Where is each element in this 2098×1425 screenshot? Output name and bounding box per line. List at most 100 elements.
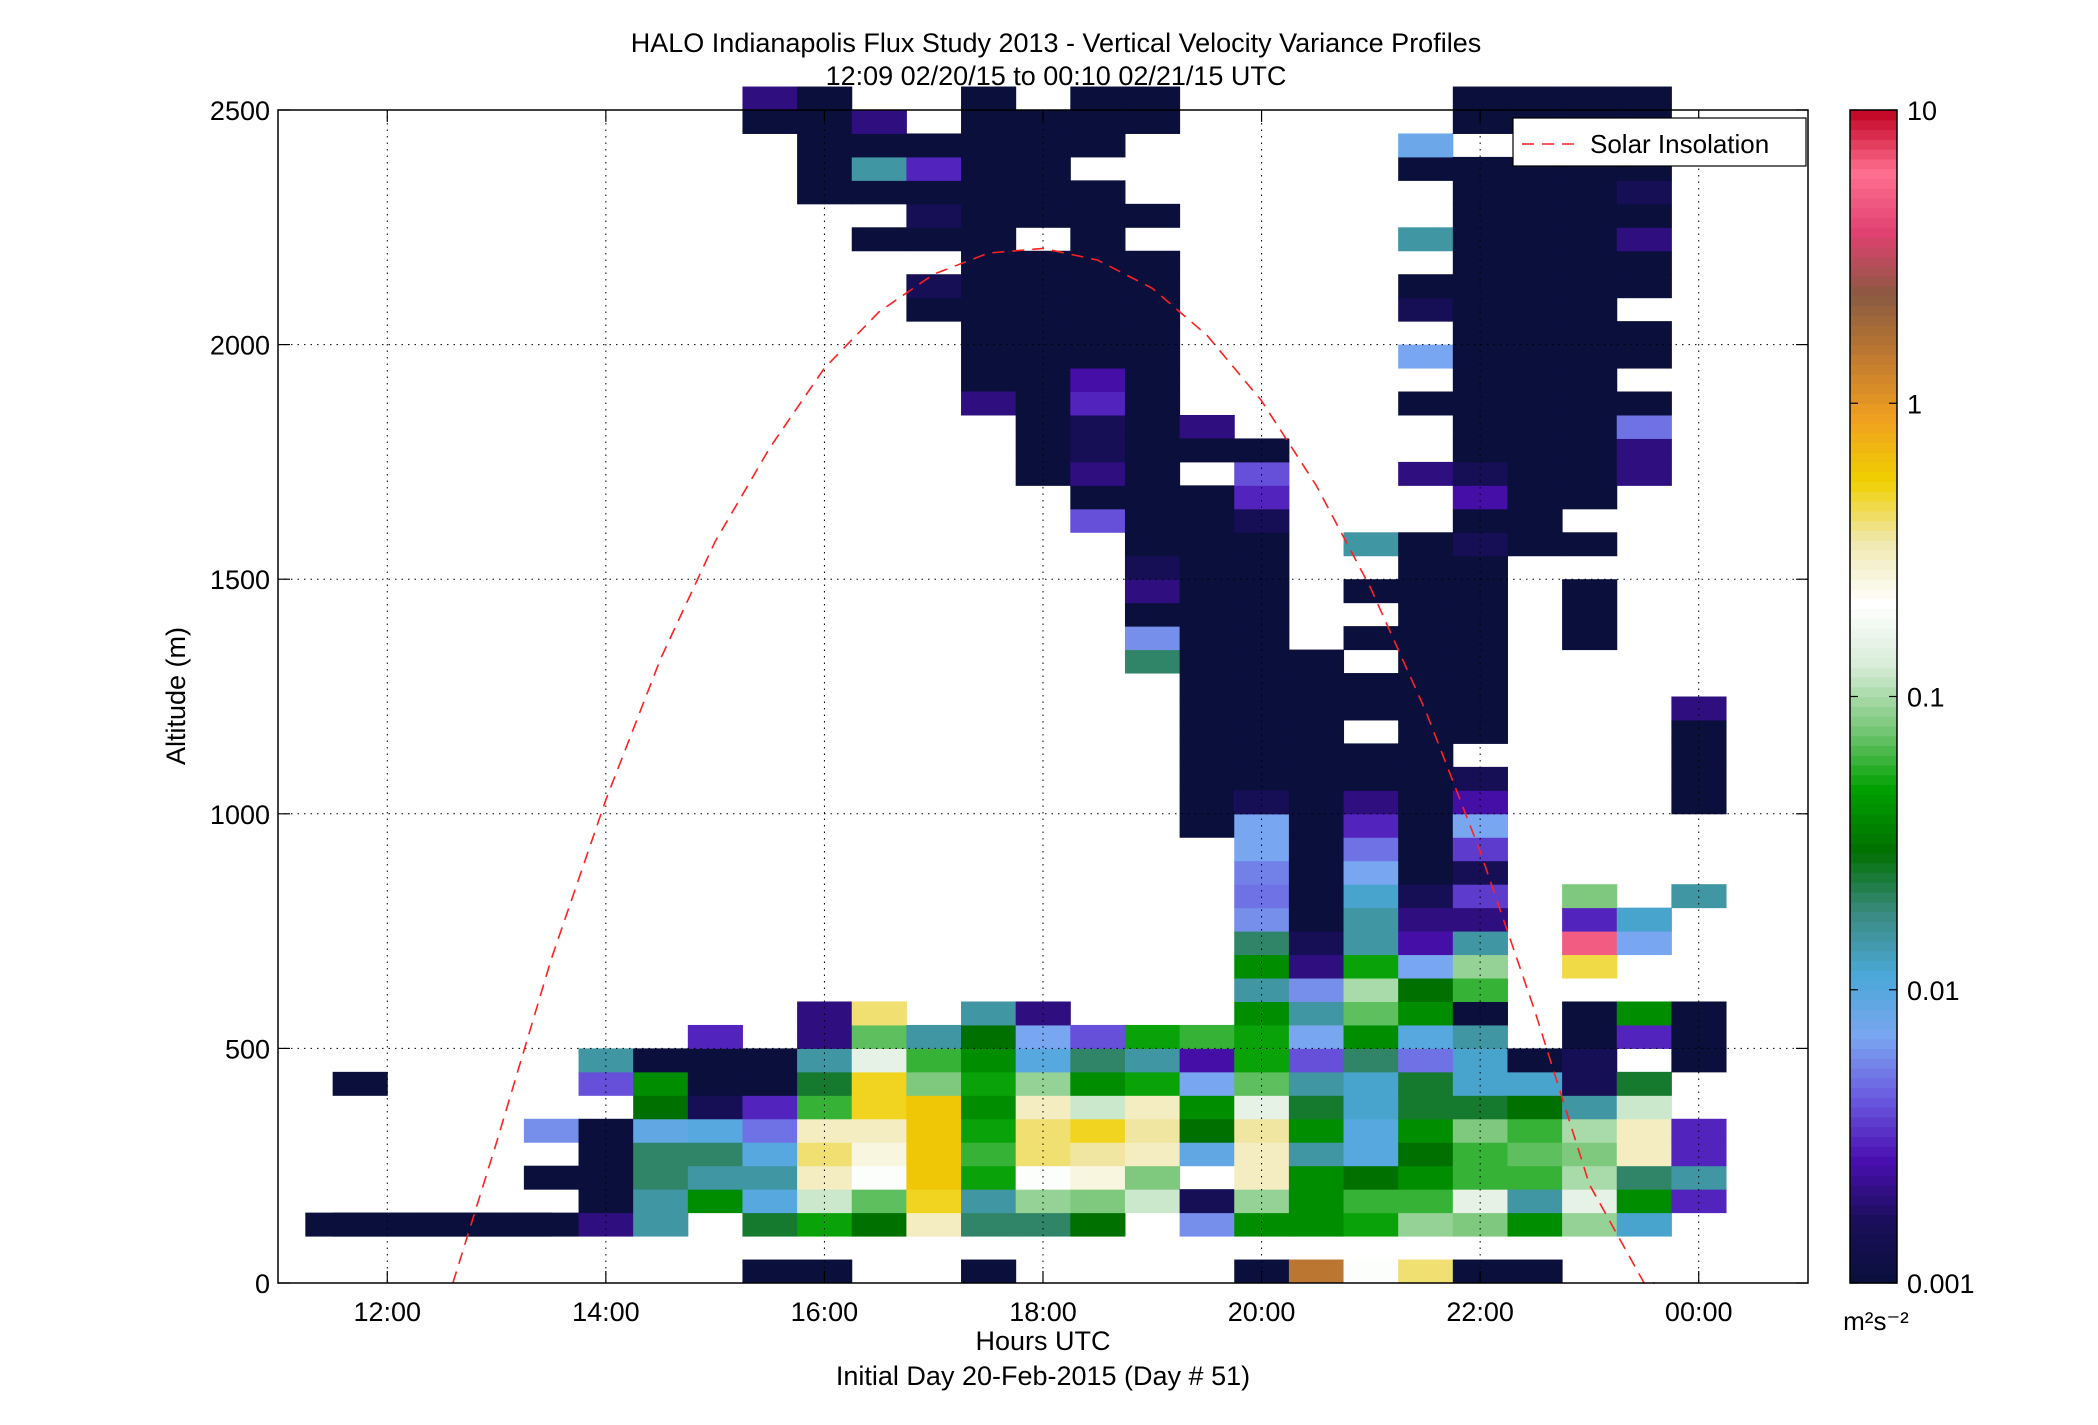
colorbar-segment — [1850, 1146, 1897, 1157]
heatmap-cell — [1343, 579, 1399, 604]
colorbar-segment — [1850, 442, 1897, 453]
colorbar-segment — [1850, 813, 1897, 825]
colorbar-segment — [1850, 178, 1897, 189]
heatmap-cell — [1124, 297, 1181, 322]
y-tick-label: 0 — [255, 1269, 270, 1299]
colorbar-segment — [1850, 1253, 1897, 1265]
colorbar-segment — [1850, 383, 1897, 395]
colorbar-segment — [1850, 530, 1897, 541]
colorbar-segment — [1850, 725, 1897, 737]
x-axis-sublabel: Initial Day 20-Feb-2015 (Day # 51) — [836, 1361, 1250, 1391]
heatmap-cell — [1343, 1142, 1399, 1167]
colorbar-segment — [1850, 657, 1897, 668]
heatmap-cell — [1124, 203, 1181, 228]
colorbar-segment — [1850, 1224, 1897, 1235]
heatmap-cell — [1452, 461, 1508, 486]
heatmap-cell — [1398, 579, 1454, 604]
colorbar-tick-label: 1 — [1907, 389, 1922, 419]
colorbar-segment — [1850, 452, 1897, 463]
heatmap-cell — [1398, 954, 1454, 979]
heatmap-cell — [1070, 414, 1126, 439]
x-axis-ticks: 12:00 14:00 16:00 18:00 20:00 22:00 00:00 — [353, 110, 1733, 1327]
heatmap-cell — [1179, 1024, 1235, 1049]
heatmap-cell — [1124, 368, 1181, 393]
heatmap-cell — [1398, 1001, 1454, 1026]
colorbar-segment — [1850, 520, 1897, 531]
colorbar-segment — [1850, 862, 1897, 874]
heatmap-cell — [1452, 602, 1508, 627]
heatmap-cell — [1070, 485, 1126, 510]
heatmap-cell — [1234, 1024, 1290, 1049]
x-tick-label: 00:00 — [1665, 1297, 1733, 1327]
heatmap-cell — [1616, 1024, 1672, 1049]
heatmap-cell — [906, 1189, 962, 1214]
heatmap-cell — [1507, 438, 1563, 463]
colorbar-tick-label: 0.1 — [1907, 683, 1945, 713]
heatmap-cell — [1562, 274, 1618, 299]
heatmap-cell — [1398, 602, 1454, 627]
colorbar-segment — [1850, 637, 1897, 649]
heatmap-cell — [1398, 1095, 1454, 1120]
heatmap-cell — [1015, 180, 1071, 205]
colorbar-unit: m²s⁻² — [1843, 1306, 1909, 1336]
heatmap-cell — [1288, 1048, 1345, 1073]
colorbar-segment — [1850, 364, 1897, 375]
heatmap-cell — [1179, 438, 1235, 463]
heatmap-cell — [1343, 1095, 1399, 1120]
heatmap-cell — [1671, 790, 1727, 815]
heatmap-cell — [1288, 1118, 1345, 1143]
heatmap-cell — [1343, 954, 1399, 979]
heatmap-cell — [961, 1165, 1017, 1190]
colorbar-segment — [1850, 1077, 1897, 1089]
heatmap-cell — [961, 1142, 1017, 1167]
colorbar-ticks: 0.001 0.01 0.1 1 10 — [1850, 96, 1975, 1299]
heatmap-cell — [1179, 719, 1235, 744]
heatmap-cell — [633, 1048, 689, 1073]
heatmap-cell — [797, 1165, 853, 1190]
heatmap-cell — [1562, 180, 1618, 205]
colorbar-segment — [1850, 1107, 1897, 1118]
heatmap-cell — [1616, 391, 1672, 416]
heatmap-cell — [1507, 532, 1563, 557]
heatmap-cell — [1070, 180, 1126, 205]
heatmap-cell — [1179, 1189, 1235, 1214]
heatmap-cell — [1288, 1212, 1345, 1237]
heatmap-cell — [1124, 485, 1181, 510]
heatmap-cell — [633, 1095, 689, 1120]
heatmap-cell — [1179, 508, 1235, 533]
colorbar-segment — [1850, 706, 1897, 717]
heatmap-cell — [1015, 133, 1071, 158]
heatmap-cell — [961, 1095, 1017, 1120]
colorbar-segment — [1850, 1195, 1897, 1206]
heatmap-cell — [1015, 1001, 1071, 1026]
heatmap-cell — [1562, 461, 1618, 486]
heatmap-cell — [906, 1071, 962, 1096]
heatmap-cell — [1234, 626, 1290, 651]
heatmap-cell — [1507, 1118, 1563, 1143]
heatmap-cell — [742, 110, 798, 134]
heatmap-cell — [1124, 1048, 1181, 1073]
heatmap-cell — [1288, 954, 1345, 979]
heatmap-cell — [1124, 274, 1181, 299]
colorbar-segment — [1850, 139, 1897, 150]
x-tick-label: 22:00 — [1446, 1297, 1514, 1327]
heatmap-cell — [1562, 203, 1618, 228]
heatmap-cell — [906, 227, 962, 252]
colorbar-segment — [1850, 158, 1897, 170]
heatmap-cell — [1343, 978, 1399, 1002]
colorbar-segment — [1850, 784, 1897, 795]
heatmap-cell — [906, 133, 962, 158]
heatmap-cell — [1452, 860, 1508, 885]
heatmap-cell — [1507, 203, 1563, 228]
heatmap-cell — [1507, 86, 1563, 111]
heatmap-cell — [961, 203, 1017, 228]
heatmap-cell — [1562, 1071, 1618, 1096]
heatmap-cell — [1015, 1212, 1071, 1237]
heatmap-cell — [1070, 508, 1126, 533]
heatmap-cell — [1288, 1001, 1345, 1026]
heatmap-cell — [1452, 626, 1508, 651]
heatmap-cell — [1452, 1001, 1508, 1026]
heatmap-cell — [1343, 532, 1399, 557]
colorbar-segment — [1850, 931, 1897, 942]
heatmap-cell — [1288, 907, 1345, 932]
